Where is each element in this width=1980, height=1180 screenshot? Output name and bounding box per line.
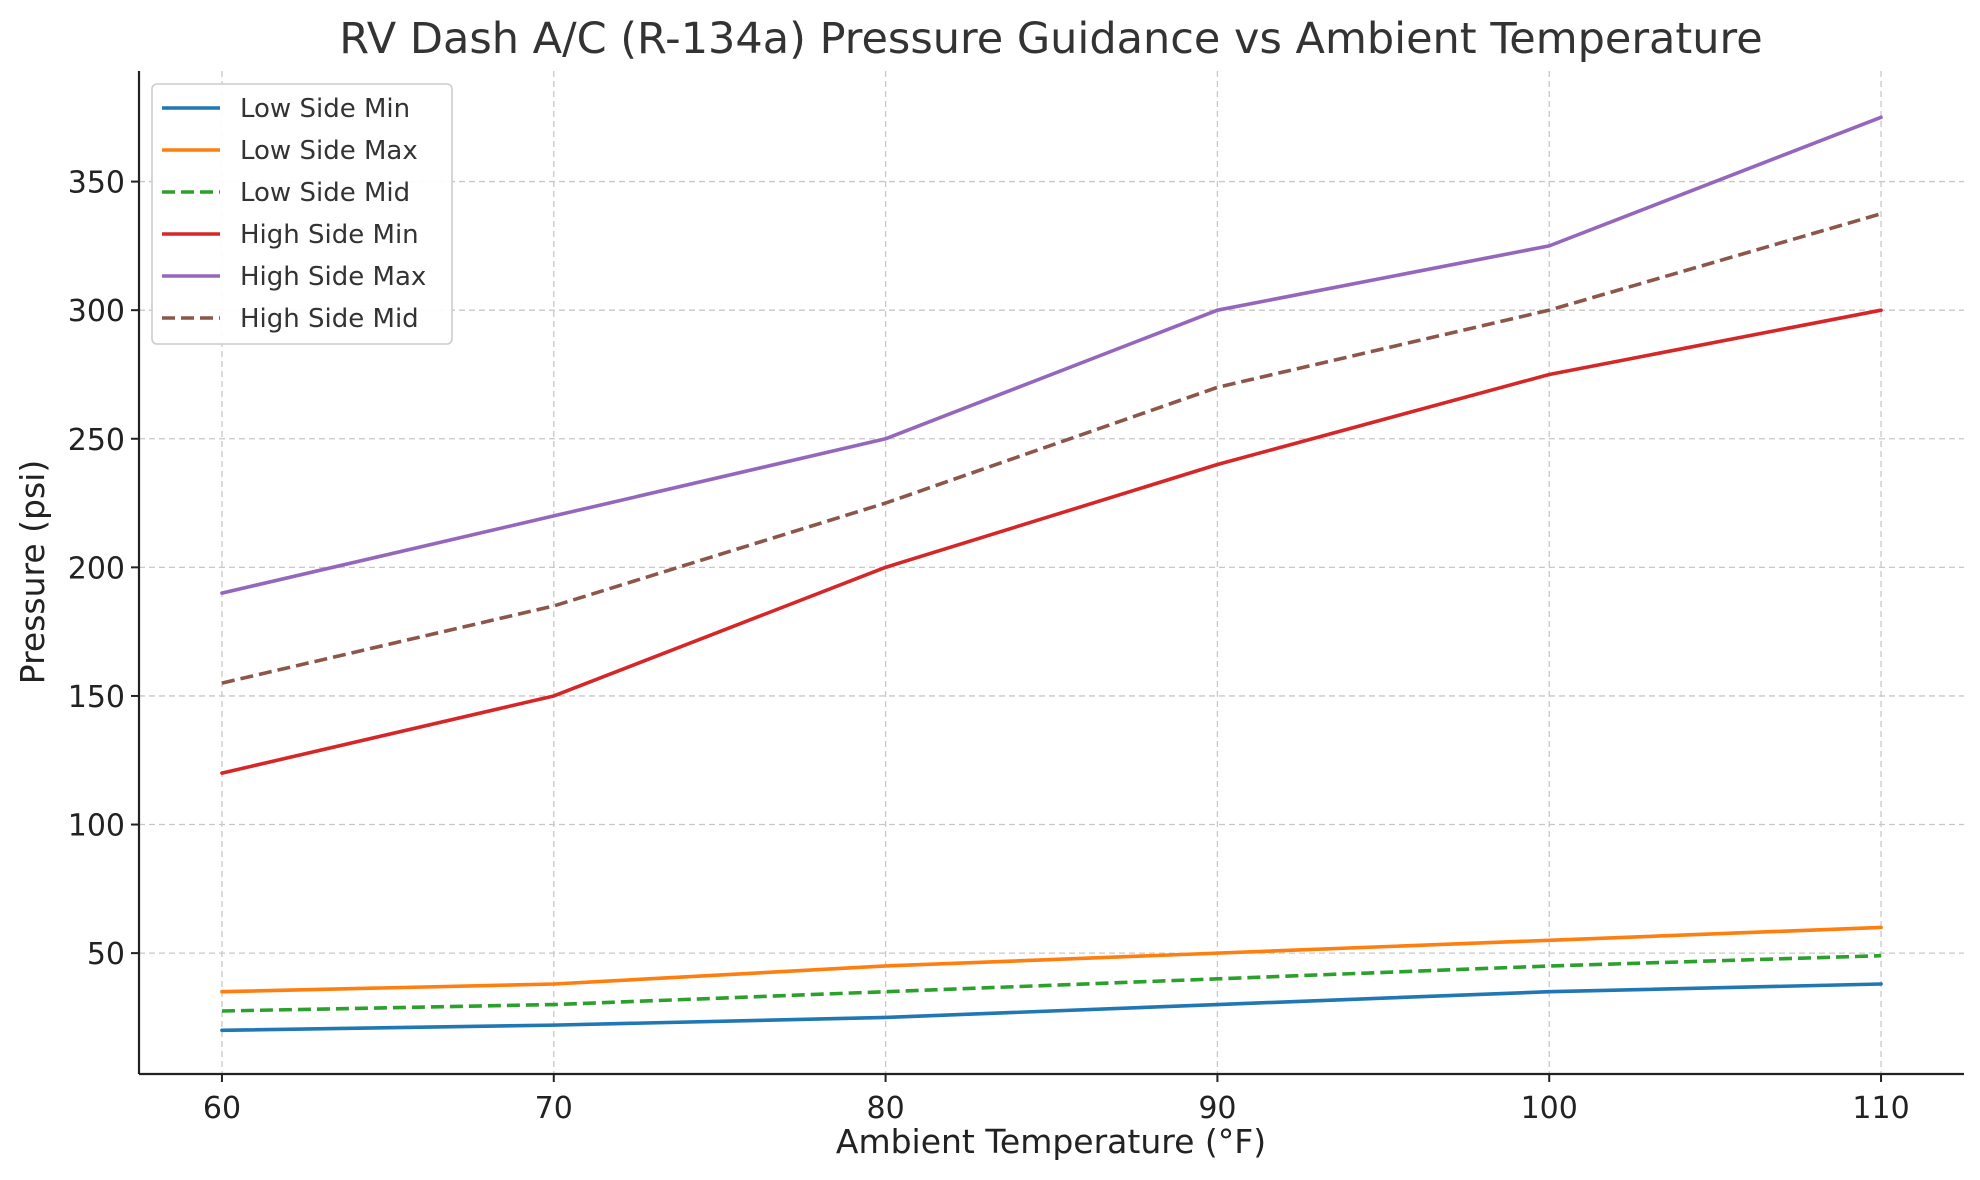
series-line-high-side-max (220, 115, 1883, 595)
legend-label-low-side-mid: Low Side Mid (240, 178, 410, 208)
y-tick-label: 250 (68, 423, 125, 458)
axes (137, 71, 1964, 1076)
legend-label-high-side-max: High Side Max (240, 262, 426, 292)
x-tick-label: 80 (866, 1091, 904, 1126)
y-tick-label: 350 (68, 166, 125, 201)
series-line-low-side-mid (221, 953, 1882, 1013)
y-tick-label: 300 (68, 294, 125, 329)
chart-title: RV Dash A/C (R-134a) Pressure Guidance v… (339, 14, 1762, 64)
x-tick-label: 100 (1521, 1091, 1578, 1126)
series-line-high-side-mid (221, 212, 1882, 685)
series-line-low-side-min (220, 982, 1883, 1033)
legend-label-high-side-min: High Side Min (240, 220, 419, 250)
legend-label-low-side-min: Low Side Min (240, 94, 410, 124)
x-axis-label: Ambient Temperature (°F) (836, 1122, 1266, 1161)
legend: Low Side Min Low Side Max Low Side Mid High… (151, 83, 453, 345)
x-tick-label: 60 (203, 1091, 241, 1126)
y-tick-label: 100 (68, 809, 125, 844)
series-lines (220, 115, 1883, 1033)
y-tick-label: 200 (68, 551, 125, 586)
x-tick-label: 70 (535, 1091, 573, 1126)
series-line-high-side-min (220, 308, 1883, 775)
ticks: 60 70 80 90 100 110 50 100 150 200 250 300 350 (68, 166, 1910, 1126)
y-tick-label: 150 (68, 680, 125, 715)
legend-label-low-side-max: Low Side Max (240, 136, 418, 166)
x-tick-label: 90 (1198, 1091, 1236, 1126)
x-tick-label: 110 (1852, 1091, 1909, 1126)
legend-box (151, 83, 453, 345)
y-tick-label: 50 (87, 937, 125, 972)
y-axis-label: Pressure (psi) (13, 460, 52, 684)
series-line-low-side-max (220, 925, 1883, 994)
legend-label-high-side-mid: High Side Mid (240, 304, 419, 334)
